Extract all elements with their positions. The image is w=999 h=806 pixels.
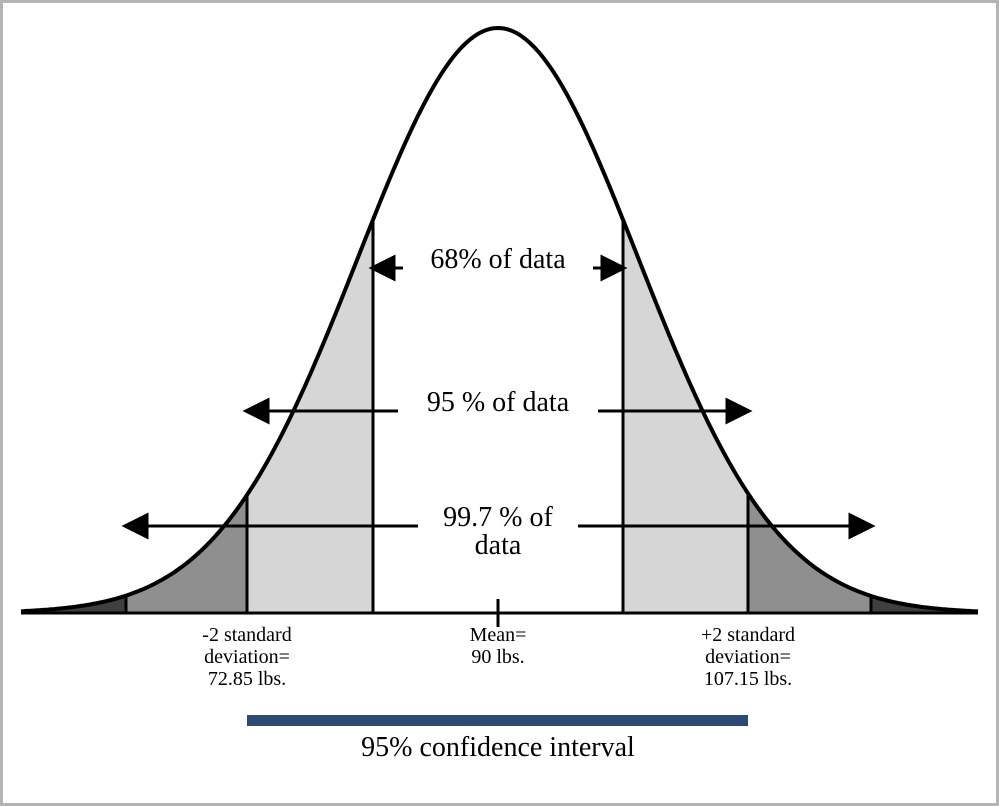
label-minus2-l3: 72.85 lbs. xyxy=(208,668,286,690)
label-plus2-l2: deviation= xyxy=(705,646,791,668)
confidence-interval-bar xyxy=(247,715,748,726)
band-m3-m2 xyxy=(126,495,247,613)
label-95pct: 95 % of data xyxy=(427,387,570,418)
bell-curve-diagram: 68% of data 95 % of data 99.7 % ofdata Mean… xyxy=(3,3,996,803)
label-mean-l1: Mean= xyxy=(470,624,527,646)
label-plus2-l3: 107.15 lbs. xyxy=(704,668,792,690)
band-m2-m1 xyxy=(247,220,373,613)
band-p2-p3 xyxy=(748,493,871,613)
label-ci: 95% confidence interval xyxy=(361,732,635,763)
label-plus2-l1: +2 standard xyxy=(701,624,795,646)
label-minus2-l1: -2 standard xyxy=(202,624,291,646)
label-68pct: 68% of data xyxy=(430,244,566,275)
label-minus2-l2: deviation= xyxy=(204,646,290,668)
label-997pct-l1: 99.7 % of xyxy=(443,502,553,533)
label-997pct-l2: data xyxy=(475,530,522,561)
band-p1-p2 xyxy=(623,220,748,613)
diagram-frame: 68% of data 95 % of data 99.7 % ofdata Mean… xyxy=(0,0,999,806)
label-mean-l2: 90 lbs. xyxy=(471,646,524,668)
